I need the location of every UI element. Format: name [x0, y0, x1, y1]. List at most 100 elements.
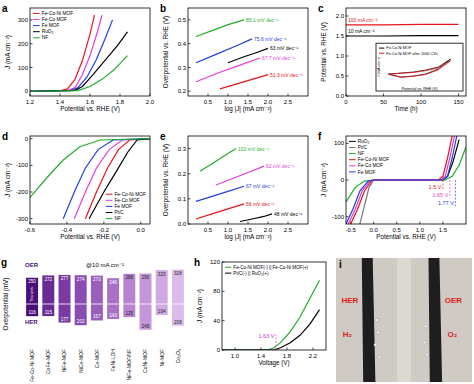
data-label: 104	[158, 309, 166, 314]
bar	[42, 275, 54, 304]
plot-area	[222, 280, 320, 350]
photo-label: H₂	[343, 330, 353, 339]
x-tick-label: -0.4	[62, 227, 73, 233]
x-tick-label: 1.0	[224, 99, 233, 105]
photo-label: O₂	[448, 330, 458, 339]
bubble	[377, 331, 380, 334]
bar	[140, 304, 152, 330]
x-tick-label: 1.4	[257, 353, 266, 359]
x-tick-label: 1.0	[224, 227, 233, 233]
inset-background	[376, 43, 463, 91]
panel-label: f	[318, 131, 322, 142]
legend-swatch	[33, 19, 40, 20]
y-tick-label: 0.2	[178, 88, 187, 94]
x-tick-label: 2.2	[309, 353, 318, 359]
bar	[91, 304, 103, 320]
x-tick-label: 1.0	[231, 353, 240, 359]
panel-label: g	[1, 257, 7, 268]
data-label: 157	[93, 314, 101, 319]
y-axis-label: J (mA cm⁻²)	[377, 56, 381, 77]
series-line	[63, 139, 150, 219]
legend-swatch	[106, 212, 113, 213]
plot-frame	[188, 8, 308, 96]
y-axis-label: J (mA cm⁻²)	[320, 163, 328, 197]
legend-swatch	[106, 218, 113, 219]
series-line	[388, 59, 450, 77]
x-tick-label: 1.5	[244, 99, 253, 105]
y-tick-label: 0.1	[178, 196, 187, 202]
y-tick-label: 0.3	[178, 146, 187, 152]
series-line	[346, 35, 459, 37]
panel-label: d	[2, 131, 8, 142]
baseline	[24, 304, 186, 305]
bar	[26, 278, 38, 304]
annotation-line	[455, 180, 456, 206]
x-tick-label: 0	[344, 99, 348, 105]
y-axis-label: Potential vs. RHE (V)	[320, 22, 328, 82]
bar	[42, 304, 54, 316]
data-label: 277	[61, 276, 69, 281]
electrode-right	[429, 258, 443, 382]
legend-swatch	[106, 206, 113, 207]
bubble	[426, 353, 429, 356]
legend-label: Fe-Co MOF	[358, 163, 383, 168]
bar	[156, 304, 168, 315]
annotation-line	[449, 180, 450, 198]
series-label: 62 mV dec⁻¹	[266, 163, 295, 169]
series-line	[240, 214, 272, 222]
legend-label: Fe-Co MOF	[42, 17, 67, 22]
y-tick-label: 0.0	[178, 221, 187, 227]
x-tick-label: 50	[380, 99, 387, 105]
x-axis-label: Potential vs. RHE (V)	[402, 87, 439, 91]
x-tick-label: 1.8	[116, 99, 125, 105]
y-tick-label: 200	[18, 41, 29, 47]
bubble	[378, 356, 381, 359]
panel-label: e	[160, 131, 166, 142]
series-line	[89, 139, 150, 219]
x-axis-label: Potential vs. RHE (V)	[376, 233, 436, 241]
bar	[91, 276, 103, 304]
x-tick-label: 1.5	[244, 227, 253, 233]
y-tick-label: 0	[217, 347, 221, 353]
y-tick-label: 0	[341, 177, 345, 183]
y-tick-label: 0	[25, 136, 29, 142]
category-label: Co₃O₄	[175, 349, 181, 363]
figure: a1.21.41.61.82.00100200300Potential vs. …	[0, 0, 474, 384]
x-tick-label: 100	[416, 99, 427, 105]
y-tick-label: 100	[18, 65, 29, 71]
x-tick-label: 2.0	[264, 99, 273, 105]
legend-swatch	[106, 200, 113, 201]
legend-swatch	[225, 267, 231, 268]
data-label: 245	[142, 324, 150, 329]
x-tick-label: 2.5	[284, 99, 293, 105]
legend-label: Fe MOF	[114, 204, 132, 209]
x-tick-label: 2.5	[284, 227, 293, 233]
series-line	[85, 139, 150, 219]
plot-area	[26, 270, 184, 330]
y-tick-label: 40	[213, 318, 220, 324]
plot-frame	[30, 8, 150, 96]
annotation: 1.5 V	[429, 184, 442, 190]
plot-frame	[188, 136, 308, 224]
x-tick-label: 1.2	[26, 99, 35, 105]
legend-label: Fe-Co-Ni MOF	[42, 11, 74, 16]
bar	[172, 270, 184, 304]
annotation-line	[442, 180, 443, 190]
bar	[172, 304, 184, 326]
plot-frame	[222, 262, 326, 350]
bar	[123, 274, 135, 304]
plot-area	[30, 139, 150, 219]
x-tick-label: 1.8	[283, 353, 292, 359]
legend-label: RuO₂	[42, 29, 54, 34]
legend-swatch	[379, 53, 384, 54]
bar	[75, 304, 87, 325]
x-axis-label: Voltage (V)	[258, 359, 289, 367]
x-tick-label: 1.0	[416, 227, 425, 233]
data-label: 246	[109, 280, 117, 285]
legend-label: NF	[114, 216, 120, 221]
series-line	[196, 58, 260, 82]
data-label: 115	[45, 310, 53, 315]
bar	[75, 275, 87, 304]
series-line	[346, 24, 459, 26]
legend-label: Pt/C	[358, 145, 368, 150]
